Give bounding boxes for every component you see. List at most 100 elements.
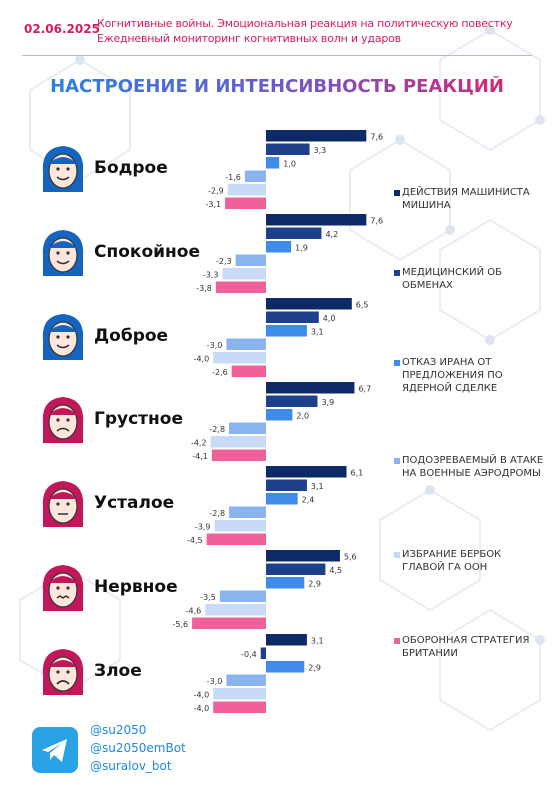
bar — [266, 466, 347, 478]
bar — [235, 254, 266, 266]
bar-value-label: -2,9 — [208, 187, 224, 196]
bar-value-label: -4,1 — [192, 452, 208, 461]
calm-face-icon — [38, 226, 88, 280]
bar-value-label: -3,5 — [200, 593, 216, 602]
legend-swatch — [394, 552, 400, 558]
bar — [219, 590, 266, 602]
bar — [229, 422, 266, 434]
bar — [213, 701, 266, 713]
bar-value-label: -2,8 — [209, 425, 225, 434]
bar-value-label: 2,0 — [296, 412, 309, 421]
bar-value-label: -3,8 — [196, 284, 212, 293]
category-label: Грустное — [94, 409, 183, 429]
telegram-link[interactable]: @suralov_bot — [90, 759, 172, 773]
bar — [213, 688, 266, 700]
bar-value-label: 6,5 — [356, 301, 369, 310]
bar-value-label: -3,1 — [205, 200, 221, 209]
bar — [266, 563, 326, 575]
bar-value-label: 2,9 — [308, 580, 321, 589]
bar — [266, 157, 280, 169]
tired-face-icon — [38, 477, 88, 531]
legend-label: ОБОРОННАЯ СТРАТЕГИЯ БРИТАНИИ — [402, 635, 530, 659]
bar — [266, 227, 322, 239]
category-label: Нервное — [94, 577, 178, 597]
bar-value-label: -3,9 — [195, 523, 211, 532]
bar — [192, 617, 266, 629]
telegram-links: @su2050 @su2050emBot @suralov_bot — [90, 721, 186, 775]
bar-value-label: 3,1 — [311, 328, 324, 337]
bar-value-label: 1,0 — [283, 160, 296, 169]
bar-value-label: 4,0 — [323, 314, 336, 323]
bar-value-label: 4,5 — [329, 566, 342, 575]
legend-swatch — [394, 270, 400, 276]
bar-value-label: 4,2 — [325, 230, 338, 239]
category-label: Злое — [94, 661, 142, 681]
bar — [266, 479, 307, 491]
bar-value-label: -4,0 — [194, 691, 210, 700]
bar-value-label: -2,8 — [209, 509, 225, 518]
legend-label: ПОДОЗРЕВАЕМЫЙ В АТАКЕ НА ВОЕННЫЕ АЭРОДРО… — [402, 455, 544, 479]
bar — [244, 170, 266, 182]
header: 02.06.2025 Когнитивные войны. Эмоциональ… — [0, 0, 554, 58]
bar — [266, 382, 355, 394]
kind-face-icon — [38, 310, 88, 364]
bar — [266, 577, 305, 589]
category-bar-group: 7,6 3,3 1,0 -1,6-2,9 -3,1 — [205, 130, 383, 209]
bar-value-label: 5,6 — [344, 553, 357, 562]
legend-label: ДЕЙСТВИЯ МАШИНИСТА МИШИНА — [402, 187, 530, 211]
bar-value-label: 3,1 — [311, 482, 324, 491]
bar-value-label: 6,7 — [358, 385, 371, 394]
telegram-link[interactable]: @su2050emBot — [90, 741, 186, 755]
bar-value-label: -4,0 — [194, 704, 210, 713]
bar — [266, 130, 367, 142]
bar — [205, 604, 266, 616]
legend-label: МЕДИЦИНСКИЙ ОБ ОБМЕНАХ — [402, 267, 502, 291]
legend-swatch — [394, 360, 400, 366]
bar-value-label: 1,9 — [295, 244, 308, 253]
bar — [260, 647, 266, 659]
telegram-icon[interactable] — [32, 727, 78, 773]
category-label: Доброе — [94, 326, 169, 346]
bar — [222, 268, 266, 280]
bar-value-label: -3,3 — [203, 271, 219, 280]
bar — [213, 352, 266, 364]
bar — [266, 325, 307, 337]
bar — [266, 311, 319, 323]
sad-face-icon — [38, 393, 88, 447]
smiling-face-icon — [38, 142, 88, 196]
bar-value-label: -0,4 — [241, 650, 257, 659]
bar — [266, 214, 367, 226]
bar — [266, 409, 293, 421]
bar-value-label: -1,6 — [225, 173, 241, 182]
report-date: 02.06.2025 — [24, 22, 100, 36]
category-bar-group: 6,1 3,1 2,4 -2,8 -3,9 -4,5 — [187, 466, 363, 545]
telegram-link[interactable]: @su2050 — [90, 723, 147, 737]
bar — [214, 520, 266, 532]
bar — [225, 197, 266, 209]
bar-value-label: -3,0 — [207, 677, 223, 686]
category-label: Бодрое — [94, 158, 168, 178]
category-bar-group: 3,1 -0,4 2,9 -3,0 -4,0 -4,0 — [194, 634, 324, 713]
chart-title: НАСТРОЕНИЕ И ИНТЕНСИВНОСТЬ РЕАКЦИЙ — [0, 76, 554, 97]
bar — [206, 533, 266, 545]
bar-value-label: -4,6 — [186, 607, 202, 616]
category-label: Усталое — [94, 493, 175, 513]
bar-value-label: 3,1 — [311, 637, 324, 646]
footer: @su2050 @su2050emBot @suralov_bot — [0, 715, 554, 800]
bar — [231, 365, 266, 377]
bar — [210, 436, 266, 448]
bar-value-label: -4,2 — [191, 439, 207, 448]
bar — [227, 184, 266, 196]
legend-swatch — [394, 638, 400, 644]
header-subtitle-1: Когнитивные войны. Эмоциональная реакция… — [97, 17, 513, 30]
bar-value-label: 7,6 — [370, 133, 383, 142]
bar — [266, 241, 292, 253]
category-bar-group: 6,7 3,9 2,0 -2,8-4,2 -4,1 — [191, 382, 371, 461]
bar — [266, 493, 298, 505]
header-subtitle-2: Ежедневный мониторинг когнитивных волн и… — [97, 32, 401, 45]
bar — [226, 338, 266, 350]
bar — [226, 674, 266, 686]
category-bar-group: 5,64,5 2,9 -3,5 -4,6 -5,6 — [172, 550, 357, 629]
bar-value-label: 6,1 — [351, 469, 364, 478]
category-bar-group: 6,5 4,0 3,1 -3,0 -4,0-2,6 — [194, 298, 369, 377]
